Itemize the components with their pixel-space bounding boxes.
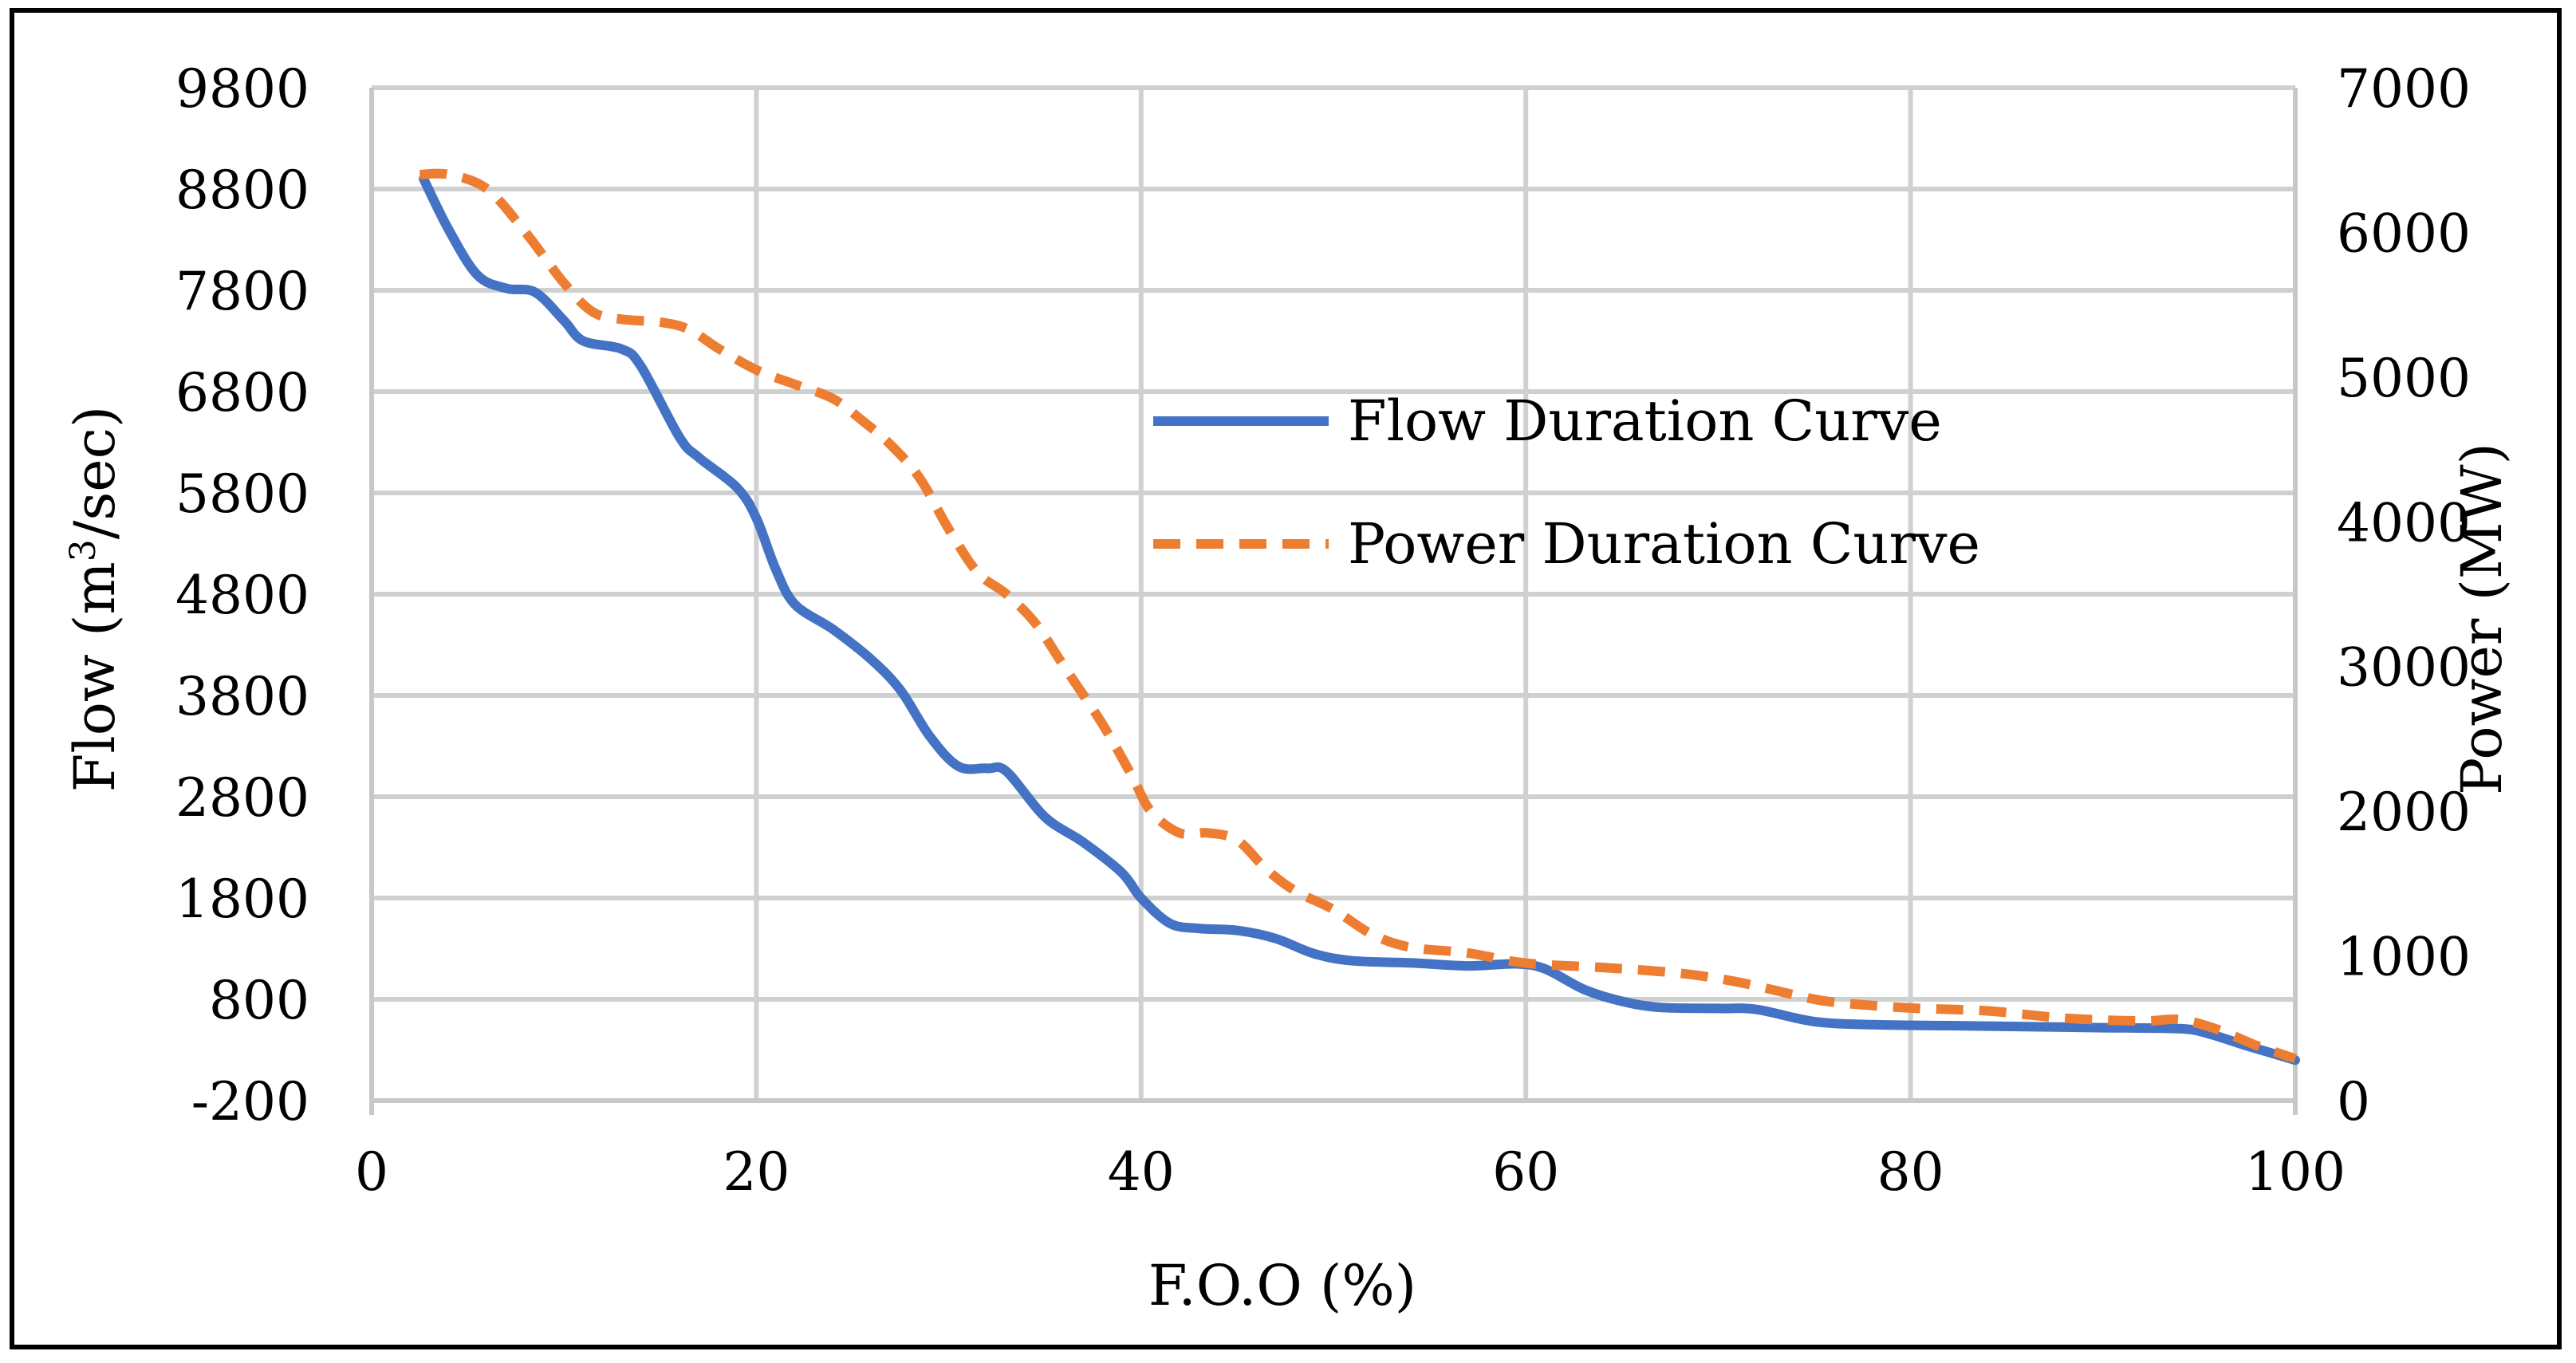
y-right-tick-label: 5000 [2337,348,2471,409]
y-axis-left-title-sup: 3 [63,539,104,561]
y-right-tick-label: 4000 [2337,492,2471,553]
x-axis-title: F.O.O (%) [1148,1253,1416,1318]
x-tick-label: 60 [1492,1141,1559,1203]
flow-power-duration-chart: 980088007800680058004800380028001800800-… [62,58,2515,1318]
legend-label-flow: Flow Duration Curve [1348,388,1942,454]
tick-labels: 980088007800680058004800380028001800800-… [175,58,2471,1203]
y-axis-left-title: Flow (m3/sec) [62,406,128,792]
flow-duration-curve-line [419,174,2300,1066]
y-right-tick-label: 1000 [2337,927,2471,988]
grid-lines [372,85,2298,1103]
legend-label-power: Power Duration Curve [1348,511,1980,577]
y-right-tick-label: 3000 [2337,637,2471,699]
x-tick-label: 100 [2245,1141,2346,1203]
y-axis-left-title-main: Flow (m [62,561,128,792]
series-layer [419,168,2300,1066]
y-axis-right-title: Power (MW) [2449,443,2515,795]
y-left-tick-label: 2800 [175,767,309,829]
y-left-tick-label: 800 [209,970,309,1031]
y-left-tick-label: 3800 [175,666,309,727]
y-left-tick-label: 4800 [175,565,309,626]
y-left-tick-label: -200 [191,1071,309,1133]
x-tick-label: 20 [723,1141,790,1203]
y-right-tick-label: 2000 [2337,782,2471,843]
y-left-tick-label: 8800 [175,160,309,221]
x-tick-label: 0 [355,1141,388,1203]
y-left-tick-label: 7800 [175,261,309,322]
x-tick-label: 40 [1108,1141,1175,1203]
power-duration-curve-line [419,168,2297,1064]
chart-frame: 9800 8800 7800 6800 5800 4800 3800 2800 1800 800-… [10,8,2562,1349]
y-axis-left-title-tail: /sec) [62,406,128,539]
y-right-tick-label: 7000 [2337,58,2471,120]
y-left-tick-label: 6800 [175,362,309,423]
y-right-tick-label: 6000 [2337,203,2471,264]
y-right-tick-label: 0 [2337,1071,2370,1133]
y-left-tick-label: 5800 [175,463,309,525]
y-left-tick-label: 1800 [175,869,309,930]
axes [369,88,2298,1115]
y-left-tick-label: 9800 [175,58,309,120]
legend: Flow Duration Curve Power Duration Curve [1153,388,1980,577]
x-tick-label: 80 [1877,1141,1944,1203]
